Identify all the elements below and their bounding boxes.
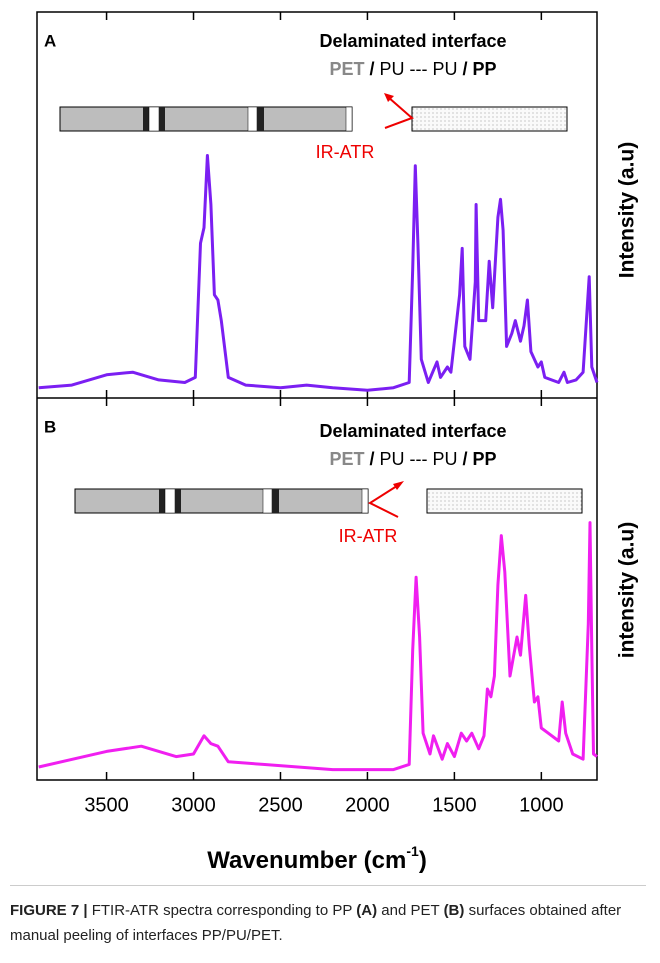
- panel-subtitle: PET / PU --- PU / PP: [329, 59, 496, 79]
- subtitle-part: PET: [329, 59, 364, 79]
- subtitle-part: /: [369, 59, 374, 79]
- annotation: IR-ATR: [316, 142, 375, 162]
- caption: FIGURE 7 | FTIR-ATR spectra correspondin…: [10, 885, 646, 948]
- x-label-part: -1: [406, 843, 419, 859]
- subtitle-part: PP: [473, 449, 497, 469]
- schematic-a: [59, 93, 568, 132]
- x-tick-label: 3000: [171, 794, 216, 816]
- y-axis-label: intensity (a.u): [616, 522, 639, 659]
- x-tick-label: 2500: [258, 794, 303, 816]
- subtitle-part: PU --- PU: [380, 59, 458, 79]
- subtitle-part: /: [463, 59, 468, 79]
- x-axis-label: Wavenumber (cm-1): [207, 843, 427, 875]
- x-tick-label: 1000: [519, 794, 564, 816]
- x-label-part: ): [419, 847, 427, 874]
- subtitle-part: PET: [329, 449, 364, 469]
- caption-ref: (B): [443, 902, 465, 919]
- x-tick-label: 2000: [345, 794, 390, 816]
- panel-subtitle: PET / PU --- PU / PP: [329, 449, 496, 469]
- panel-title: Delaminated interface: [319, 421, 506, 441]
- schematic-b: [74, 481, 583, 518]
- y-axis-label: Intensity (a.u): [616, 142, 639, 279]
- caption-ref: (A): [356, 902, 378, 919]
- figure: A Delaminated interface PET / PU --- PU / …: [36, 11, 639, 875]
- subtitle-part: PP: [473, 59, 497, 79]
- plot-frame: [36, 11, 598, 781]
- subtitle-part: /: [369, 449, 374, 469]
- x-tick-label: 1500: [432, 794, 477, 816]
- x-tick-label: 3500: [84, 794, 129, 816]
- annotation: IR-ATR: [339, 526, 398, 546]
- caption-text: FTIR-ATR spectra corresponding to PP: [91, 902, 353, 919]
- x-label-part: Wavenumber (cm: [207, 847, 406, 874]
- caption-label: FIGURE 7 |: [10, 902, 88, 919]
- subtitle-part: /: [463, 449, 468, 469]
- caption-text: and PET: [381, 902, 440, 919]
- panel-title: Delaminated interface: [319, 31, 506, 51]
- panel-label: A: [44, 31, 56, 50]
- subtitle-part: PU --- PU: [380, 449, 458, 469]
- spectrum-line: [38, 521, 598, 772]
- caption-text: surfaces obtained after manual peeling o…: [10, 902, 622, 944]
- panel-label: B: [44, 417, 56, 436]
- spectrum-line: [38, 154, 599, 392]
